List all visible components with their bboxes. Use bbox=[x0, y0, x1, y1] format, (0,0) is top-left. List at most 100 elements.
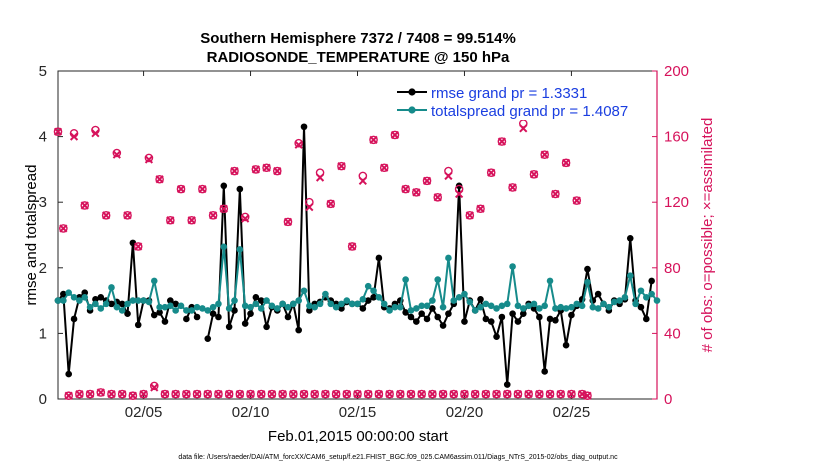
y-left-tick-label: 4 bbox=[39, 129, 47, 146]
series-point-spread bbox=[573, 300, 581, 308]
obs-assimilated-marker bbox=[332, 389, 341, 399]
series-point-rmse bbox=[541, 368, 548, 375]
obs-assimilated-marker bbox=[481, 389, 490, 399]
series-point-rmse bbox=[626, 234, 634, 242]
obs-possible-marker bbox=[470, 389, 480, 399]
obs-assimilated-marker bbox=[144, 155, 154, 164]
obs-possible-marker bbox=[198, 184, 207, 194]
obs-assimilated-marker bbox=[380, 163, 389, 172]
obs-assimilated-stroke bbox=[444, 171, 453, 181]
obs-assimilated-marker bbox=[342, 389, 351, 399]
series-point-spread bbox=[343, 297, 351, 304]
series-point-rmse bbox=[225, 323, 233, 331]
series-point-spread bbox=[118, 307, 126, 314]
series-point-rmse bbox=[637, 303, 645, 311]
obs-possible-marker bbox=[203, 389, 213, 399]
obs-assimilated-stroke bbox=[257, 389, 266, 399]
obs-assimilated-stroke bbox=[241, 214, 250, 223]
obs-possible-marker bbox=[353, 389, 362, 399]
y-right-tick-label: 160 bbox=[664, 129, 689, 146]
series-point-rmse bbox=[648, 277, 655, 285]
obs-assimilated-stroke bbox=[278, 389, 287, 399]
obs-possible-marker bbox=[240, 212, 250, 222]
obs-assimilated-marker bbox=[444, 171, 453, 181]
series-point-rmse bbox=[418, 310, 425, 318]
obs-possible-marker bbox=[529, 170, 539, 179]
series-point-spread bbox=[161, 303, 169, 311]
series-point-rmse bbox=[568, 311, 575, 319]
y-axis-left-label: rmse and totalspread bbox=[23, 165, 40, 306]
obs-assimilated-stroke bbox=[487, 168, 496, 177]
x-tick-label: 02/05 bbox=[125, 404, 163, 421]
obs-assimilated-stroke bbox=[513, 389, 523, 399]
axis-layer: 02/05 02/10 02/15 02/20 02/25 0 1 2 3 4 5 0 40 80 120 1… bbox=[39, 63, 689, 421]
obs-assimilated-stroke bbox=[64, 391, 73, 400]
obs-assimilated-marker bbox=[561, 158, 571, 167]
obs-assimilated-marker bbox=[85, 389, 95, 399]
obs-assimilated-marker bbox=[267, 389, 277, 399]
series-point-spread bbox=[209, 303, 217, 311]
obs-assimilated-stroke bbox=[337, 162, 346, 171]
series-point-spread bbox=[188, 307, 196, 314]
obs-possible-marker bbox=[224, 389, 234, 399]
series-point-spread bbox=[493, 305, 500, 312]
obs-assimilated-stroke bbox=[326, 199, 335, 208]
obs-assimilated-stroke bbox=[321, 389, 330, 399]
series-point-rmse bbox=[193, 313, 201, 321]
obs-assimilated-marker bbox=[107, 389, 116, 399]
series-point-spread bbox=[354, 300, 361, 308]
obs-possible-marker bbox=[379, 163, 389, 173]
obs-possible-marker bbox=[251, 165, 261, 174]
series-point-spread bbox=[503, 300, 511, 308]
series-point-spread bbox=[70, 294, 78, 301]
obs-assimilated-marker bbox=[385, 389, 394, 399]
obs-assimilated-stroke bbox=[481, 389, 490, 399]
obs-assimilated-marker bbox=[326, 199, 335, 208]
series-point-rmse bbox=[60, 290, 67, 298]
obs-assimilated-stroke bbox=[353, 389, 362, 399]
obs-assimilated-marker bbox=[219, 204, 228, 213]
obs-possible-marker bbox=[171, 389, 180, 399]
data-file-footnote: data file: /Users/raeder/DAI/ATM_forcXX/… bbox=[178, 454, 618, 461]
obs-possible-marker bbox=[262, 163, 271, 173]
obs-assimilated-stroke bbox=[85, 389, 95, 399]
obs-assimilated-stroke bbox=[556, 389, 565, 399]
series-point-spread bbox=[370, 287, 377, 295]
obs-possible-marker bbox=[326, 199, 336, 209]
series-point-spread bbox=[263, 297, 270, 304]
obs-possible-marker bbox=[497, 137, 507, 146]
series-point-rmse bbox=[263, 323, 270, 331]
series-point-spread bbox=[327, 300, 335, 308]
legend-rmse-marker bbox=[408, 88, 416, 96]
series-point-spread bbox=[268, 302, 276, 310]
obs-possible-marker bbox=[144, 153, 154, 163]
obs-assimilated-marker bbox=[321, 389, 330, 399]
obs-assimilated-marker bbox=[171, 389, 180, 399]
obs-possible-marker bbox=[540, 150, 549, 159]
series-point-rmse bbox=[370, 294, 377, 301]
obs-assimilated-stroke bbox=[455, 189, 464, 199]
obs-possible-marker bbox=[572, 196, 582, 205]
obs-possible-marker bbox=[502, 389, 512, 399]
obs-assimilated-stroke bbox=[364, 389, 373, 399]
series-point-spread bbox=[150, 277, 158, 285]
obs-possible-marker bbox=[476, 204, 485, 214]
obs-possible-marker bbox=[535, 389, 544, 399]
series-point-spread bbox=[648, 290, 655, 298]
obs-assimilated-marker bbox=[390, 130, 400, 140]
obs-assimilated-marker bbox=[283, 217, 293, 226]
series-point-rmse bbox=[209, 310, 217, 318]
obs-possible-marker bbox=[133, 242, 143, 251]
series-point-rmse bbox=[236, 185, 244, 193]
obs-assimilated-stroke bbox=[529, 170, 539, 179]
obs-assimilated-marker bbox=[471, 389, 480, 399]
obs-assimilated-stroke bbox=[203, 389, 212, 399]
series-point-rmse bbox=[150, 311, 158, 319]
series-point-spread bbox=[65, 289, 72, 297]
obs-assimilated-marker bbox=[278, 389, 287, 399]
y-right-tick-label: 40 bbox=[664, 325, 681, 342]
series-point-spread bbox=[257, 305, 265, 312]
obs-assimilated-stroke bbox=[166, 216, 175, 225]
series-point-rmse bbox=[172, 300, 179, 308]
series-point-spread bbox=[225, 305, 233, 312]
